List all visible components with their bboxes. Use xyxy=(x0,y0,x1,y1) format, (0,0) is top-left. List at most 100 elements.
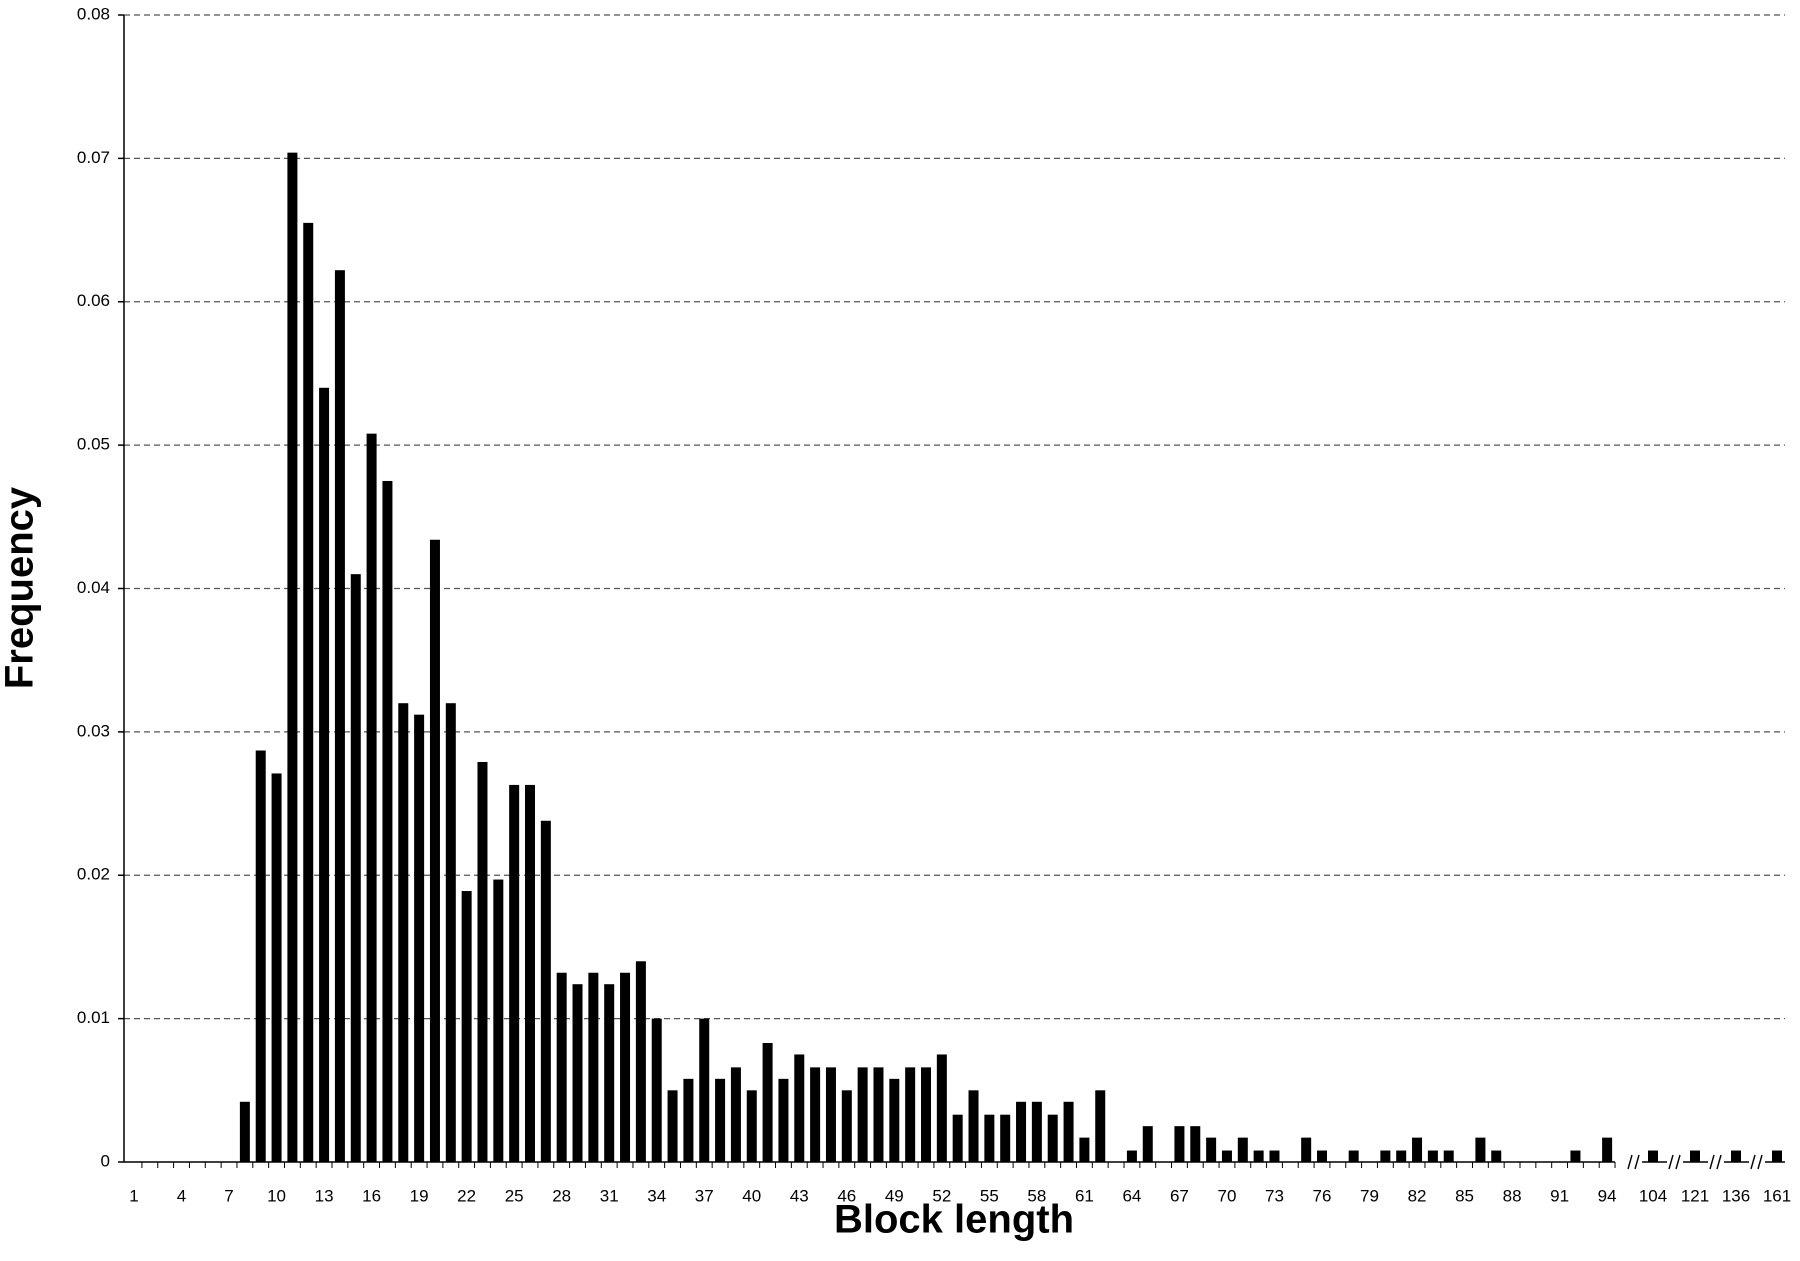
bar xyxy=(857,1067,868,1162)
bar xyxy=(1047,1114,1058,1162)
bar xyxy=(303,222,314,1163)
y-tick-label: 0.02 xyxy=(77,865,110,884)
bar xyxy=(873,1067,884,1162)
bar xyxy=(350,574,361,1162)
bar xyxy=(382,480,393,1162)
x-tick-label: 49 xyxy=(885,1186,904,1205)
y-tick-label: 0.03 xyxy=(77,721,110,740)
bar xyxy=(556,972,567,1162)
x-tick-label: 25 xyxy=(505,1186,524,1205)
axis-break xyxy=(1757,1154,1763,1170)
x-tick-label: 7 xyxy=(224,1186,233,1205)
axis-break xyxy=(1668,1154,1674,1170)
x-tick-label: 94 xyxy=(1598,1186,1617,1205)
x-tick-label: 28 xyxy=(552,1186,571,1205)
bar xyxy=(667,1090,678,1162)
x-tick-label: 161 xyxy=(1763,1186,1791,1205)
bar xyxy=(414,714,425,1162)
bar xyxy=(1000,1114,1011,1162)
bar xyxy=(540,820,551,1162)
bar xyxy=(746,1090,757,1162)
x-tick-label: 121 xyxy=(1681,1186,1709,1205)
bar xyxy=(1443,1150,1454,1162)
bar xyxy=(398,703,409,1162)
x-tick-label: 13 xyxy=(315,1186,334,1205)
bar xyxy=(1142,1126,1153,1162)
bar xyxy=(1380,1150,1391,1162)
x-tick-label: 61 xyxy=(1075,1186,1094,1205)
bar xyxy=(1095,1090,1106,1162)
bar xyxy=(1396,1150,1407,1162)
bar xyxy=(1602,1137,1613,1162)
bar xyxy=(604,984,615,1162)
x-tick-label: 82 xyxy=(1408,1186,1427,1205)
bar xyxy=(1475,1137,1486,1162)
bar xyxy=(334,270,345,1162)
bar xyxy=(477,761,488,1162)
y-tick-label: 0 xyxy=(101,1151,110,1170)
bar xyxy=(762,1042,773,1162)
bar xyxy=(1348,1150,1359,1162)
x-tick-label: 19 xyxy=(410,1186,429,1205)
bar xyxy=(1269,1150,1280,1162)
bar xyxy=(1031,1101,1042,1162)
x-axis-title: Block length xyxy=(834,1198,1074,1242)
x-tick-label: 22 xyxy=(457,1186,476,1205)
bar xyxy=(1772,1150,1782,1162)
bar xyxy=(572,984,583,1162)
bar xyxy=(1174,1126,1185,1162)
bar xyxy=(271,773,282,1162)
bar xyxy=(1491,1150,1502,1162)
x-tick-label: 43 xyxy=(790,1186,809,1205)
x-tick-label: 1 xyxy=(129,1186,138,1205)
x-tick-label: 55 xyxy=(980,1186,999,1205)
bar xyxy=(1237,1137,1248,1162)
x-tick-label: 52 xyxy=(932,1186,951,1205)
x-tick-label: 70 xyxy=(1217,1186,1236,1205)
bar xyxy=(1570,1150,1581,1162)
bar xyxy=(1690,1150,1700,1162)
axis-break xyxy=(1634,1154,1640,1170)
x-tick-label: 91 xyxy=(1550,1186,1569,1205)
bar xyxy=(1648,1150,1658,1162)
x-tick-label: 34 xyxy=(647,1186,666,1205)
bar xyxy=(889,1078,900,1162)
bar xyxy=(1317,1150,1327,1162)
bar xyxy=(651,1018,662,1162)
bar xyxy=(525,784,535,1162)
x-tick-label: 85 xyxy=(1455,1186,1474,1205)
bar xyxy=(730,1067,741,1162)
y-tick-label: 0.06 xyxy=(77,291,110,310)
x-tick-label: 136 xyxy=(1722,1186,1750,1205)
y-tick-label: 0.04 xyxy=(77,578,110,597)
bar xyxy=(1206,1137,1217,1162)
y-tick-label: 0.05 xyxy=(77,435,110,454)
x-tick-label: 76 xyxy=(1313,1186,1332,1205)
axis-break xyxy=(1675,1154,1681,1170)
x-tick-label: 104 xyxy=(1639,1186,1667,1205)
bar xyxy=(287,152,298,1162)
bar xyxy=(841,1090,852,1162)
x-tick-label: 46 xyxy=(837,1186,856,1205)
bar xyxy=(1301,1137,1312,1162)
x-tick-label: 37 xyxy=(695,1186,714,1205)
bar xyxy=(715,1078,726,1162)
bar xyxy=(588,972,599,1162)
bar xyxy=(778,1078,789,1162)
bar xyxy=(1079,1137,1090,1162)
bar xyxy=(952,1114,963,1162)
y-axis-title: Frequency xyxy=(0,486,42,689)
x-tick-label: 16 xyxy=(362,1186,381,1205)
bar xyxy=(1427,1150,1438,1162)
axis-break xyxy=(1750,1154,1756,1170)
bar xyxy=(683,1078,694,1162)
x-tick-label: 58 xyxy=(1027,1186,1046,1205)
bar xyxy=(255,750,266,1162)
axis-break xyxy=(1709,1154,1715,1170)
bar xyxy=(1253,1150,1264,1162)
bar xyxy=(493,879,504,1162)
bar xyxy=(239,1101,250,1162)
axis-break xyxy=(1716,1154,1722,1170)
bar xyxy=(968,1090,979,1162)
